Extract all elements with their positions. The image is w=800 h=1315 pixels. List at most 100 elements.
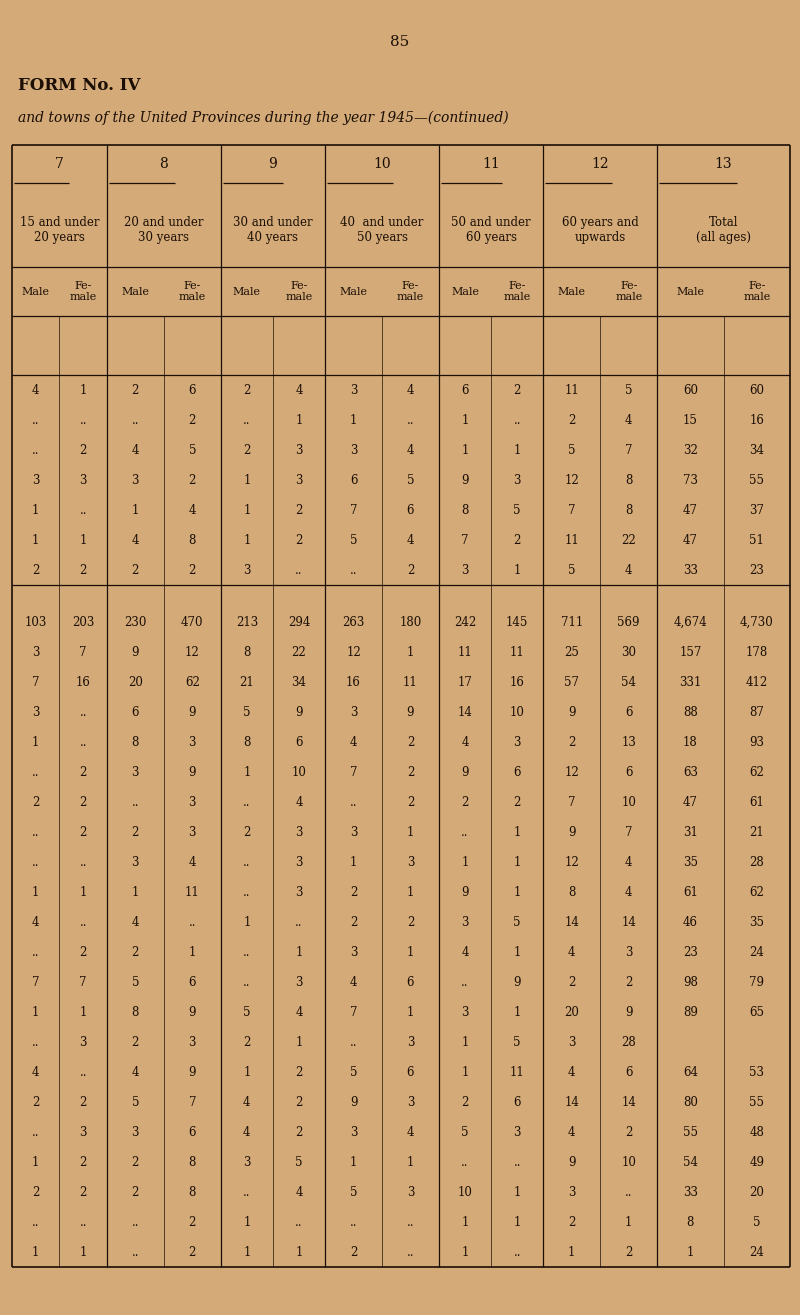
Text: 12: 12 <box>591 156 609 171</box>
Text: ..: .. <box>79 413 87 426</box>
Text: 4: 4 <box>243 1095 250 1109</box>
Text: Fe-
male: Fe- male <box>615 280 642 302</box>
Text: 263: 263 <box>342 615 365 629</box>
Text: 7: 7 <box>189 1095 196 1109</box>
Text: 21: 21 <box>750 826 764 839</box>
Text: 6: 6 <box>514 1095 521 1109</box>
Text: 5: 5 <box>568 564 575 576</box>
Text: 12: 12 <box>185 646 200 659</box>
Text: 5: 5 <box>350 1186 358 1198</box>
Text: 1: 1 <box>514 826 521 839</box>
Text: 3: 3 <box>32 646 39 659</box>
Text: 1: 1 <box>462 443 469 456</box>
Text: 2: 2 <box>462 1095 469 1109</box>
Text: 98: 98 <box>683 976 698 989</box>
Text: 294: 294 <box>288 615 310 629</box>
Text: Fe-
male: Fe- male <box>397 280 424 302</box>
Text: 63: 63 <box>683 765 698 778</box>
Text: 7: 7 <box>625 443 633 456</box>
Text: 2: 2 <box>132 826 139 839</box>
Text: 2: 2 <box>514 534 521 547</box>
Text: 9: 9 <box>131 646 139 659</box>
Text: 9: 9 <box>350 1095 358 1109</box>
Text: 5: 5 <box>753 1215 761 1228</box>
Text: 47: 47 <box>683 796 698 809</box>
Text: ..: .. <box>79 504 87 517</box>
Text: 1: 1 <box>462 1065 469 1078</box>
Text: 7: 7 <box>55 156 64 171</box>
Text: 3: 3 <box>79 1035 87 1048</box>
Text: 35: 35 <box>750 915 764 928</box>
Text: 4: 4 <box>295 1006 302 1019</box>
Text: 12: 12 <box>565 765 579 778</box>
Text: 6: 6 <box>406 976 414 989</box>
Text: 2: 2 <box>243 384 250 397</box>
Text: 2: 2 <box>132 564 139 576</box>
Text: 1: 1 <box>462 413 469 426</box>
Text: 4: 4 <box>32 384 39 397</box>
Text: 79: 79 <box>750 976 764 989</box>
Text: 213: 213 <box>236 615 258 629</box>
Text: 5: 5 <box>131 1095 139 1109</box>
Text: ..: .. <box>32 1126 39 1139</box>
Text: 13: 13 <box>622 735 636 748</box>
Text: 28: 28 <box>622 1035 636 1048</box>
Text: 2: 2 <box>132 1186 139 1198</box>
Text: FORM No. IV: FORM No. IV <box>18 76 140 93</box>
Text: 3: 3 <box>406 856 414 868</box>
Text: 9: 9 <box>625 1006 633 1019</box>
Text: ..: .. <box>406 413 414 426</box>
Text: ..: .. <box>32 413 39 426</box>
Text: 1: 1 <box>407 1006 414 1019</box>
Text: 6: 6 <box>131 706 139 718</box>
Text: 2: 2 <box>350 1245 358 1258</box>
Text: 20: 20 <box>564 1006 579 1019</box>
Text: 1: 1 <box>514 856 521 868</box>
Text: 4: 4 <box>295 796 302 809</box>
Text: 5: 5 <box>350 534 358 547</box>
Text: 3: 3 <box>350 443 358 456</box>
Text: 2: 2 <box>295 1065 302 1078</box>
Text: 4: 4 <box>295 1186 302 1198</box>
Text: 1: 1 <box>132 504 139 517</box>
Text: 8: 8 <box>625 504 632 517</box>
Text: 11: 11 <box>565 384 579 397</box>
Text: 6: 6 <box>625 706 633 718</box>
Text: 65: 65 <box>750 1006 764 1019</box>
Text: 89: 89 <box>683 1006 698 1019</box>
Text: 3: 3 <box>131 856 139 868</box>
Text: 2: 2 <box>132 945 139 959</box>
Text: 13: 13 <box>714 156 732 171</box>
Text: 15: 15 <box>683 413 698 426</box>
Text: 4: 4 <box>568 1065 575 1078</box>
Text: 22: 22 <box>622 534 636 547</box>
Text: 4: 4 <box>32 1065 39 1078</box>
Text: 4,730: 4,730 <box>740 615 774 629</box>
Text: 3: 3 <box>32 473 39 487</box>
Text: 1: 1 <box>514 945 521 959</box>
Text: 3: 3 <box>243 1156 250 1169</box>
Text: 3: 3 <box>295 473 302 487</box>
Text: 46: 46 <box>683 915 698 928</box>
Text: 1: 1 <box>686 1245 694 1258</box>
Text: ..: .. <box>243 413 250 426</box>
Text: 21: 21 <box>239 676 254 689</box>
Text: ..: .. <box>243 856 250 868</box>
Text: 2: 2 <box>189 413 196 426</box>
Text: 80: 80 <box>683 1095 698 1109</box>
Text: 4: 4 <box>406 534 414 547</box>
Text: 37: 37 <box>750 504 764 517</box>
Text: 24: 24 <box>750 945 764 959</box>
Text: 1: 1 <box>79 1245 87 1258</box>
Text: 1: 1 <box>568 1245 575 1258</box>
Text: 4: 4 <box>625 856 633 868</box>
Text: 8: 8 <box>243 735 250 748</box>
Text: 5: 5 <box>350 1065 358 1078</box>
Text: 8: 8 <box>189 534 196 547</box>
Text: 1: 1 <box>243 765 250 778</box>
Text: 4: 4 <box>462 945 469 959</box>
Text: ..: .. <box>32 765 39 778</box>
Text: 18: 18 <box>683 735 698 748</box>
Text: 20: 20 <box>128 676 142 689</box>
Text: 10: 10 <box>374 156 391 171</box>
